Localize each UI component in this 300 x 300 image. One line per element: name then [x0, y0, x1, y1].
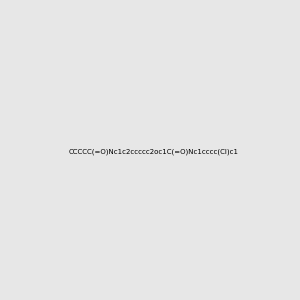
Text: CCCCC(=O)Nc1c2ccccc2oc1C(=O)Nc1cccc(Cl)c1: CCCCC(=O)Nc1c2ccccc2oc1C(=O)Nc1cccc(Cl)c…	[69, 148, 239, 155]
